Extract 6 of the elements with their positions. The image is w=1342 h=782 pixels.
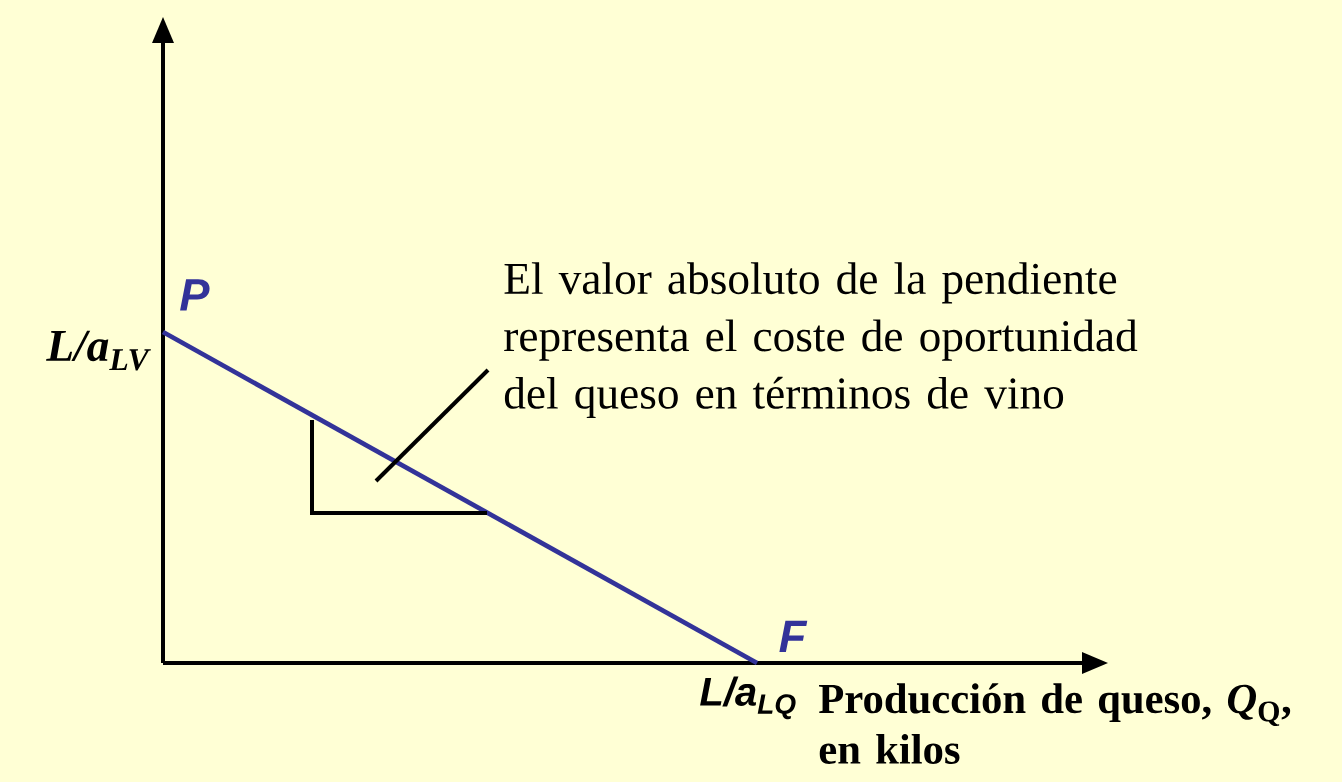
text: L/a$_{LQ}$ <box>700 676 796 720</box>
annotation: F <box>779 620 808 653</box>
text: Producción de queso, Q$_{Q}$, en kilos <box>819 683 1291 764</box>
annotation: El valor absoluto de la pendiente representa el coste de oportunidad del queso en términos de vino <box>504 262 1138 419</box>
text: P <box>180 279 210 311</box>
text: L/a$_{LV}$ <box>46 330 151 371</box>
